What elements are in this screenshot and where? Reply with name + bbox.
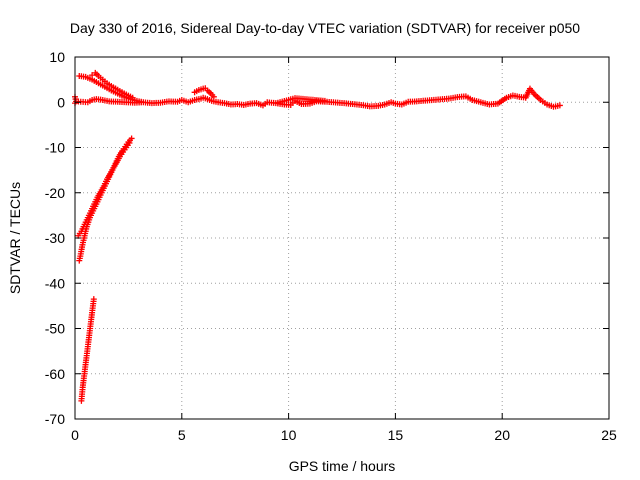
y-tick-label: -50 — [45, 321, 65, 337]
x-tick-label: 25 — [601, 427, 617, 443]
x-axis-label: GPS time / hours — [289, 458, 396, 474]
data-point — [138, 98, 145, 105]
x-tick-label: 20 — [494, 427, 510, 443]
data-point — [321, 97, 328, 104]
data-point — [128, 135, 135, 142]
y-tick-label: -20 — [45, 185, 65, 201]
grid-lines — [75, 57, 609, 419]
y-tick-label: -40 — [45, 275, 65, 291]
y-tick-label: -30 — [45, 230, 65, 246]
data-points — [72, 69, 563, 404]
data-point — [126, 139, 133, 146]
y-axis-label: SDTVAR / TECUs — [7, 182, 23, 294]
y-tick-label: 0 — [57, 94, 65, 110]
data-point — [129, 94, 136, 101]
x-tick-label: 10 — [281, 427, 297, 443]
data-point — [89, 72, 96, 79]
data-point — [556, 102, 563, 109]
chart-title: Day 330 of 2016, Sidereal Day-to-day VTE… — [70, 20, 580, 36]
x-tick-label: 15 — [388, 427, 404, 443]
y-tick-label: -70 — [45, 411, 65, 427]
data-point — [210, 93, 217, 100]
x-tick-label: 0 — [71, 427, 79, 443]
y-tick-label: -60 — [45, 366, 65, 382]
y-tick-label: 10 — [49, 49, 65, 65]
data-point — [90, 296, 97, 303]
axes: 0 5 10 15 20 25 10 0 -10 -20 -30 -40 -50 -60 -70 — [45, 49, 617, 443]
y-tick-label: -10 — [45, 140, 65, 156]
x-tick-label: 5 — [178, 427, 186, 443]
